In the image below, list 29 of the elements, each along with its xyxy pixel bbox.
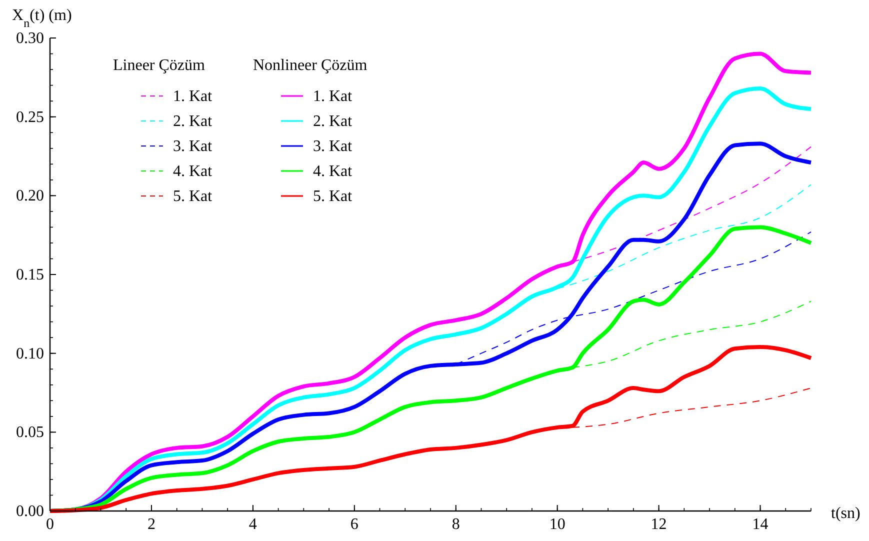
y-tick-label: 0.15 [16,266,44,284]
y-tick-label: 0.30 [16,30,44,47]
x-tick-label: 0 [46,516,54,533]
y-tick-label: 0.05 [16,424,44,442]
legend-label: 1. Kat [313,88,353,105]
x-tick-label: 10 [549,516,566,533]
legend-label: 2. Kat [173,113,213,130]
x-tick-label: 12 [650,516,667,533]
y-axis-title: X$_{n}$(t) (m) [12,7,72,30]
x-tick-label: 4 [248,516,257,533]
legend-label: 4. Kat [173,163,213,180]
x-tick-label: 14 [752,516,768,533]
legend-label: 3. Kat [173,138,213,155]
legend-label: 2. Kat [313,113,353,130]
y-tick-label: 0.00 [16,503,44,520]
x-tick-label: 6 [350,516,358,533]
legend-label: 4. Kat [313,163,353,180]
legend-label: 5. Kat [173,188,213,205]
legend-label: 3. Kat [313,138,353,155]
y-tick-label: 0.25 [16,108,44,126]
x-axis-title: t(sn) [831,505,860,522]
x-tick-label: 2 [147,516,156,533]
y-tick-label: 0.20 [16,188,44,205]
y-tick-label: 0.10 [16,345,44,362]
legend-label: 5. Kat [313,188,353,205]
annotation: Lineer Çözüm [113,57,206,74]
x-tick-label: 8 [452,516,460,533]
legend-label: 1. Kat [173,88,213,105]
annotation: Nonlineer Çözüm [253,57,368,74]
